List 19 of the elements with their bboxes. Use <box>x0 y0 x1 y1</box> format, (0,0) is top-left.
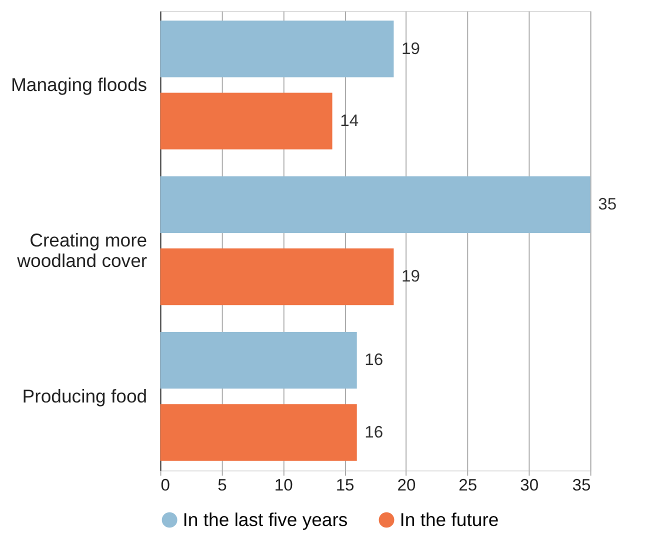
data-label: 14 <box>340 110 359 130</box>
data-label: 16 <box>364 350 384 370</box>
x-tick-label: 0 <box>160 475 170 494</box>
data-label: 16 <box>364 422 384 442</box>
data-label: 19 <box>402 38 420 58</box>
x-tick-label: 20 <box>397 475 416 494</box>
x-tick-label: 5 <box>218 475 227 494</box>
x-tick-label: 25 <box>458 475 478 494</box>
y-tick-label: Managing floods <box>10 74 148 95</box>
x-tick-label: 10 <box>274 475 293 494</box>
y-tick-label: Creating more woodland cover <box>16 230 148 272</box>
legend-label: In the last five years <box>182 508 348 530</box>
y-tick-label: Producing food <box>22 385 148 406</box>
x-tick-label: 15 <box>336 475 354 494</box>
x-tick-label: 30 <box>520 475 539 494</box>
legend-label: In the future <box>400 508 499 530</box>
data-label: 35 <box>598 194 617 214</box>
data-label: 19 <box>402 266 420 286</box>
x-tick-label: 35 <box>572 475 591 494</box>
